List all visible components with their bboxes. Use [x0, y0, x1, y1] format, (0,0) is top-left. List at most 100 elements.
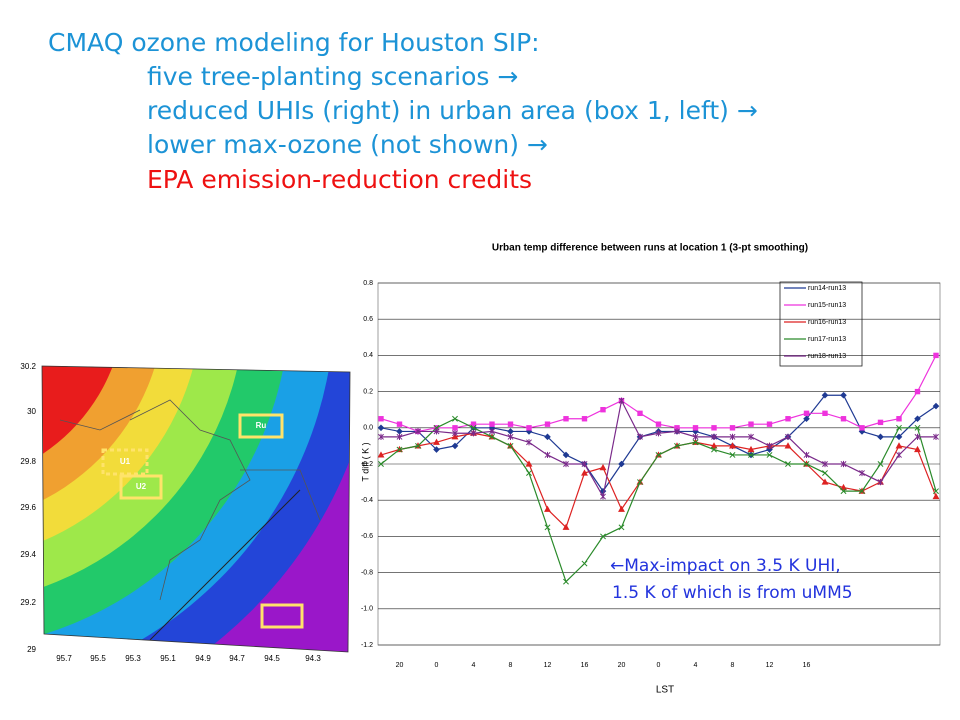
map-x-tick: 95.3: [125, 654, 141, 663]
marker: [877, 433, 884, 441]
marker: [562, 451, 570, 459]
marker: [451, 433, 459, 440]
marker: [637, 433, 643, 440]
marker: [674, 442, 680, 449]
y-tick-label: 0.8: [363, 280, 373, 287]
x-tick-label: 20: [396, 662, 404, 669]
marker: [821, 391, 829, 399]
y-tick-label: -0.8: [361, 569, 373, 576]
marker: [563, 416, 569, 422]
marker: [489, 433, 495, 440]
marker: [729, 433, 736, 440]
legend-label: run16-run13: [808, 319, 846, 326]
marker: [914, 445, 921, 453]
series-line: [380, 394, 937, 493]
map-y-tick: 30.2: [20, 362, 36, 371]
marker: [378, 416, 384, 422]
map-x-tick: 94.3: [305, 654, 321, 663]
marker: [581, 469, 588, 476]
x-tick-label: 4: [694, 662, 698, 669]
marker: [692, 425, 699, 431]
marker: [618, 524, 625, 531]
marker: [766, 442, 773, 449]
x-tick-label: 20: [618, 662, 626, 669]
marker: [470, 430, 477, 437]
marker: [415, 442, 421, 449]
marker: [378, 433, 384, 440]
marker: [599, 463, 607, 471]
x-tick-label: 12: [544, 662, 552, 669]
marker: [581, 460, 588, 468]
marker: [507, 421, 514, 427]
map-box-label: Ru: [256, 421, 267, 430]
marker: [562, 523, 570, 530]
marker: [618, 460, 625, 468]
marker: [525, 428, 533, 435]
marker: [544, 433, 551, 441]
map-x-tick: 94.5: [264, 654, 280, 663]
marker: [655, 451, 662, 458]
marker: [618, 397, 625, 404]
map-box: [119, 474, 163, 500]
marker: [877, 479, 884, 486]
map-y-tick: 29.2: [20, 598, 36, 607]
map-x-tick: 94.7: [229, 654, 245, 663]
marker: [711, 425, 717, 431]
legend-label: run14-run13: [808, 285, 846, 292]
map-box: [260, 603, 304, 629]
y-tick-label: -1.2: [361, 642, 373, 649]
marker: [563, 460, 569, 468]
marker: [396, 433, 403, 440]
marker: [859, 488, 865, 495]
x-tick-label: 12: [766, 662, 774, 669]
marker: [544, 451, 551, 459]
y-tick-label: -0.4: [361, 497, 373, 504]
marker: [711, 433, 717, 440]
legend-box: [779, 281, 863, 367]
x-tick-label: 8: [731, 662, 735, 669]
x-tick-label: 0: [435, 662, 439, 669]
y-tick-label: 0.6: [363, 316, 373, 323]
headline: CMAQ ozone modeling for Houston SIP:: [48, 28, 540, 57]
map-x-tick: 94.9: [195, 654, 211, 663]
series-line: [380, 432, 937, 529]
marker: [396, 428, 403, 435]
marker: [507, 433, 514, 440]
y-tick-label: -0.2: [361, 461, 373, 468]
marker: [748, 433, 754, 440]
marker: [470, 421, 477, 427]
marker: [933, 488, 939, 495]
marker: [840, 488, 847, 495]
y-tick-label: -1.0: [361, 606, 373, 613]
x-tick-label: 16: [803, 662, 811, 669]
headline: lower max-ozone (not shown) →: [147, 130, 548, 159]
map-y-tick: 29.8: [20, 457, 36, 466]
marker: [674, 428, 680, 435]
map-box: [238, 413, 284, 439]
headline: EPA emission-reduction credits: [147, 165, 532, 194]
marker: [470, 424, 477, 431]
marker: [822, 470, 828, 477]
marker: [525, 460, 533, 467]
marker: [766, 421, 773, 427]
marker: [785, 433, 791, 440]
marker: [526, 470, 532, 477]
marker: [655, 421, 662, 427]
marker: [914, 433, 921, 440]
x-axis-label: LST: [656, 685, 674, 696]
map-y-tick: 29: [27, 645, 36, 654]
map: [41, 365, 351, 653]
marker: [544, 505, 551, 512]
map-box: [101, 448, 149, 476]
marker: [618, 505, 625, 512]
marker: [433, 446, 440, 453]
legend-label: run18-run13: [808, 353, 846, 360]
marker: [803, 410, 810, 417]
marker: [914, 415, 921, 423]
marker: [526, 425, 532, 431]
marker: [396, 446, 403, 453]
marker: [933, 433, 939, 440]
marker: [396, 421, 403, 427]
marker: [803, 461, 810, 467]
marker: [600, 533, 606, 540]
